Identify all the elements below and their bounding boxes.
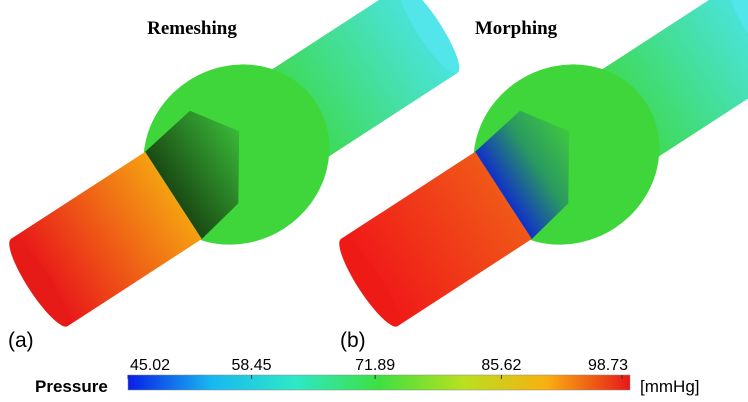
tick-label: 71.89 xyxy=(355,357,395,374)
colorbar xyxy=(128,375,630,390)
panel-label: (a) xyxy=(8,329,34,352)
figure: Remeshing Morphing (a) (b) Pressure [mmH… xyxy=(0,0,748,402)
colorbar-unit: [mmHg] xyxy=(640,377,700,396)
colorbar-title: Pressure xyxy=(35,377,108,396)
tick-label: 45.02 xyxy=(130,357,170,374)
panel-label: (b) xyxy=(340,329,366,352)
panel-title: Remeshing xyxy=(147,18,237,39)
tick-label: 58.45 xyxy=(231,357,271,374)
tick-label: 98.73 xyxy=(588,357,628,374)
panel-title: Morphing xyxy=(475,18,558,39)
tick-label: 85.62 xyxy=(481,357,521,374)
